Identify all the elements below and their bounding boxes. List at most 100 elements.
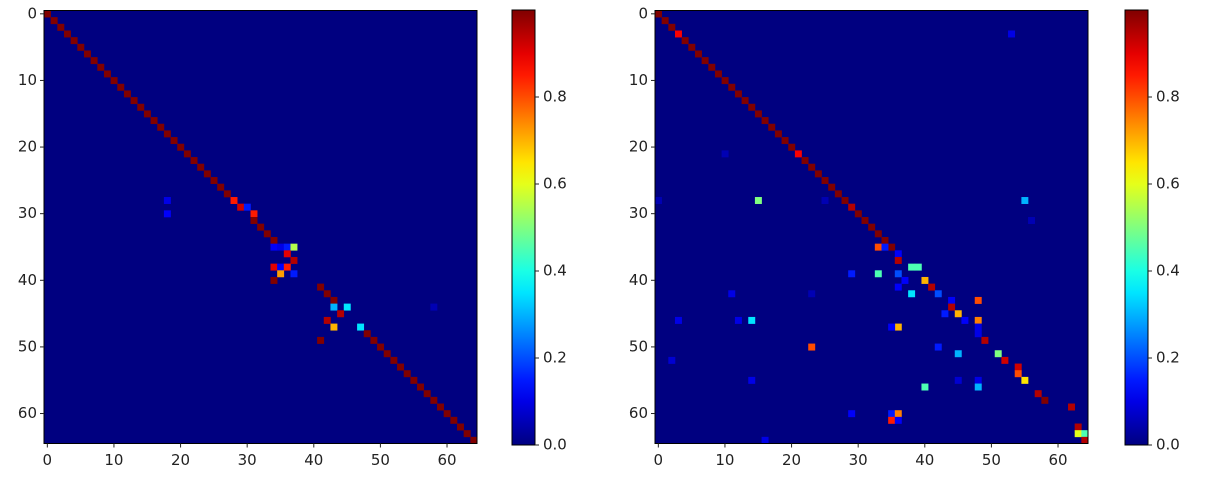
heatmap-cell <box>283 263 291 271</box>
heatmap-cell <box>450 416 458 424</box>
heatmap-cell <box>143 110 151 118</box>
heatmap-cell <box>961 316 969 324</box>
heatmap-cell <box>103 70 111 78</box>
heatmap-cell <box>894 323 902 331</box>
heatmap-cell <box>848 203 856 211</box>
heatmap-cell <box>423 390 431 398</box>
heatmap-cell <box>1068 403 1075 411</box>
x-tick-label: 60 <box>437 451 456 469</box>
heatmap-cell <box>881 243 889 251</box>
heatmap-cell <box>277 270 285 278</box>
heatmap-cell <box>90 57 98 65</box>
heatmap-cell <box>170 137 178 145</box>
heatmap-cell <box>788 143 796 151</box>
heatmap-cell <box>668 356 676 364</box>
heatmap-cell <box>974 376 982 384</box>
y-tick-label: 10 <box>629 71 648 89</box>
heatmap-cell <box>430 396 438 404</box>
colorbar-tick-label: 0.2 <box>1156 349 1180 367</box>
heatmap-cell <box>934 343 942 351</box>
heatmap-cell <box>894 270 902 278</box>
heatmap-cell <box>257 223 265 231</box>
y-tick-label: 30 <box>18 204 37 222</box>
heatmap-cell <box>894 256 902 264</box>
heatmap-cell <box>934 290 942 298</box>
heatmap-cell <box>123 90 131 98</box>
heatmap-cell <box>323 290 331 298</box>
heatmap-cell <box>814 170 822 178</box>
x-tick-label: 30 <box>238 451 257 469</box>
heatmap-cell <box>808 163 816 171</box>
heatmap-cell <box>410 376 418 384</box>
heatmap-cell <box>197 163 205 171</box>
heatmap-cell <box>948 303 956 311</box>
heatmap-cell <box>894 283 902 291</box>
heatmap-cell <box>357 323 365 331</box>
heatmap-cell <box>177 143 185 151</box>
heatmap-cell <box>230 197 238 204</box>
heatmap-cell <box>728 83 736 91</box>
heatmap-cell <box>330 296 338 304</box>
heatmap-cell <box>894 250 902 258</box>
heatmap-cell <box>203 170 211 178</box>
heatmap-cell <box>163 130 171 138</box>
heatmap-cell <box>330 323 338 331</box>
heatmap-cell <box>748 103 756 111</box>
heatmap-cell <box>874 243 882 251</box>
heatmap-cell <box>888 416 896 424</box>
heatmap-cell <box>263 230 271 238</box>
heatmap-cell <box>921 383 929 391</box>
heatmap-cell <box>868 223 876 231</box>
x-tick-label: 40 <box>915 451 934 469</box>
x-tick-label: 10 <box>715 451 734 469</box>
heatmap-cell <box>137 103 145 111</box>
heatmap-cell <box>901 276 909 284</box>
heatmap-cell <box>821 197 829 204</box>
heatmap-cell <box>117 83 125 91</box>
heatmap-cell <box>834 190 842 198</box>
heatmap-cell <box>874 230 882 238</box>
heatmap-cell <box>655 10 662 18</box>
heatmap-cell <box>397 363 405 371</box>
heatmap-cell <box>1074 430 1082 438</box>
heatmap-cell <box>894 416 902 424</box>
heatmap-cell <box>323 316 331 324</box>
heatmap-cell <box>1014 370 1022 378</box>
heatmap-cell <box>190 157 198 165</box>
heatmap-cell <box>954 310 962 318</box>
heatmap-cell <box>761 436 769 444</box>
heatmap-cell <box>290 256 298 264</box>
heatmap-cell <box>674 30 682 38</box>
heatmap-cell <box>403 370 411 378</box>
heatmap-cell <box>290 270 298 278</box>
y-tick-label: 20 <box>629 138 648 156</box>
heatmap-cell <box>337 310 345 318</box>
y-tick-label: 0 <box>638 4 648 22</box>
colorbar-tick-label: 0.8 <box>543 88 567 106</box>
colorbar-tick-label: 0.4 <box>1156 262 1180 280</box>
heatmap-cell <box>463 430 471 438</box>
heatmap-cell <box>754 110 762 118</box>
heatmap-cell <box>457 423 464 431</box>
heatmap-cell <box>741 97 749 105</box>
heatmap-cell <box>1008 30 1016 38</box>
heatmap-cell <box>317 283 325 291</box>
heatmap-cell <box>761 117 769 125</box>
colorbar-tick-label: 0.6 <box>1156 175 1180 193</box>
heatmap-cell <box>674 316 682 324</box>
heatmap-cell <box>1014 363 1022 371</box>
heatmap-cell <box>57 23 65 31</box>
heatmap-cell <box>894 410 902 418</box>
heatmap-cell <box>250 217 258 224</box>
heatmap-cell <box>794 150 802 158</box>
heatmap-cell <box>163 197 171 204</box>
heatmap-cell <box>417 383 425 391</box>
heatmap-cell <box>70 37 78 45</box>
heatmap-cell <box>277 243 285 251</box>
heatmap-cell <box>801 157 809 165</box>
colorbar-tick-label: 0.4 <box>543 262 567 280</box>
heatmap-cell <box>954 376 962 384</box>
heatmap-cell <box>1021 376 1029 384</box>
heatmap-cell <box>981 336 989 344</box>
heatmap-cell <box>974 323 982 331</box>
